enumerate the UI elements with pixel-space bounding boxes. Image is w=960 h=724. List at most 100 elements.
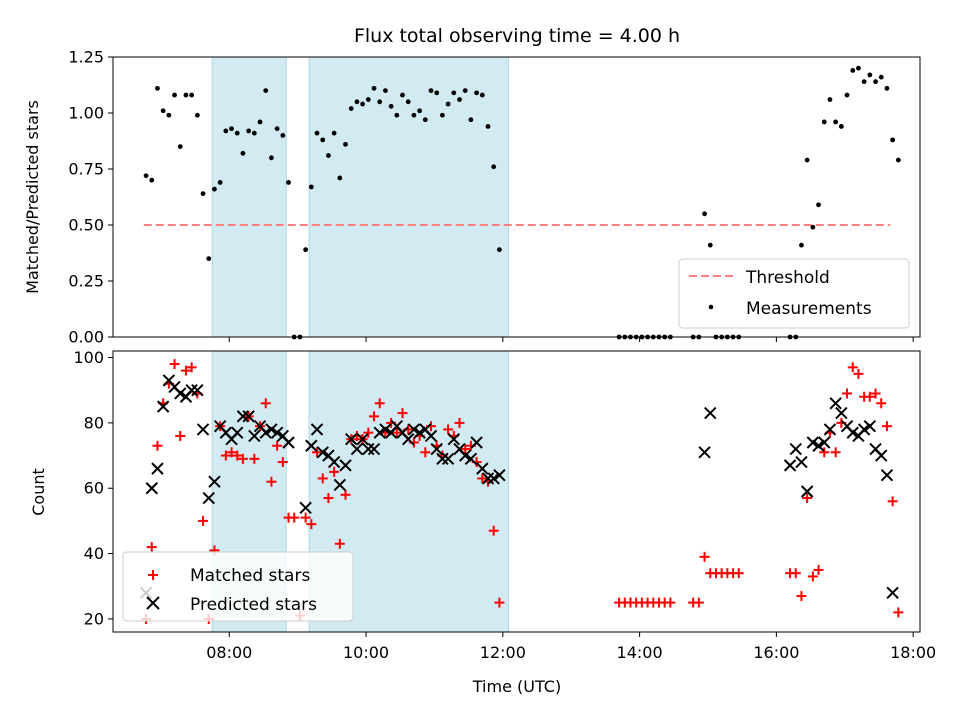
matched-star-marker (289, 512, 300, 523)
predicted-star-marker (886, 586, 899, 599)
measurement-point (468, 117, 474, 123)
matched-star-marker (847, 362, 858, 373)
predicted-star-marker (789, 442, 802, 456)
matched-star-marker (152, 440, 163, 451)
predicted-star-marker (441, 452, 455, 466)
predicted-star-marker (476, 462, 489, 475)
predicted-star-marker (493, 468, 506, 482)
matched-star-marker (180, 365, 191, 376)
predicted-star-marker (402, 433, 415, 446)
y-tick-label: 1.25 (68, 48, 104, 67)
matched-star-marker (699, 551, 710, 562)
measurement-point (485, 124, 491, 129)
predicted-star-marker (812, 439, 825, 452)
matched-star-marker (249, 453, 260, 464)
measurement-point (707, 242, 713, 248)
matched-star-marker (277, 457, 288, 468)
matched-star-marker (317, 473, 328, 484)
matched-star-marker (790, 568, 801, 579)
measurement-point (280, 133, 286, 138)
predicted-star-marker (270, 426, 284, 439)
measurement-point (702, 211, 707, 217)
matched-star-marker (306, 519, 317, 530)
predicted-star-marker (191, 384, 204, 397)
predicted-star-marker (350, 442, 364, 456)
matched-star-marker (733, 568, 744, 579)
matched-star-marker (198, 515, 209, 526)
measurement-point (451, 90, 457, 96)
x-tick-label: 18:00 (890, 643, 936, 662)
measurement-point (400, 92, 405, 98)
matched-star-marker (881, 421, 892, 432)
measurement-point (360, 101, 366, 107)
predicted-star-marker (333, 478, 347, 492)
y-tick-label: 0.00 (68, 328, 104, 347)
predicted-star-marker (880, 468, 894, 482)
predicted-star-marker (481, 472, 495, 485)
legend-matched-label: Matched stars (190, 566, 310, 586)
measurement-point (177, 144, 183, 150)
measurement-point (223, 128, 229, 134)
shaded-interval-0 (211, 56, 287, 338)
measurement-point (263, 88, 269, 93)
measurement-point (308, 184, 314, 190)
measurement-point (251, 130, 257, 136)
measurement-point (474, 90, 480, 96)
predicted-star-marker (339, 459, 352, 472)
predicted-star-marker (447, 433, 461, 446)
matched-star-marker (870, 388, 881, 399)
measurement-point (884, 85, 890, 91)
matched-star-marker (300, 512, 311, 523)
measurement-point (160, 108, 166, 114)
bottom-legend-box (122, 551, 354, 622)
measurement-point (816, 202, 821, 208)
y-tick-label: 20 (84, 609, 104, 628)
matched-star-marker (232, 450, 243, 461)
y-tick-label: 100 (73, 348, 104, 367)
measurement-point (895, 157, 901, 163)
measurement-point (286, 180, 291, 185)
predicted-star-marker (231, 426, 244, 439)
matched-star-marker (420, 447, 431, 458)
measurement-point (234, 130, 240, 136)
measurement-point (445, 101, 451, 107)
matched-star-marker (494, 597, 505, 608)
measurement-point (143, 173, 149, 179)
matched-star-marker (887, 496, 898, 507)
measurement-point (867, 72, 873, 78)
matched-star-marker (272, 440, 283, 451)
measurement-point (257, 119, 263, 125)
matched-star-marker (369, 411, 380, 422)
predicted-star-marker (857, 423, 871, 436)
predicted-star-marker (174, 387, 187, 400)
matched-star-marker (363, 427, 374, 438)
predicted-star-marker (208, 475, 221, 488)
measurement-point (183, 92, 189, 98)
measurement-point (440, 112, 445, 118)
top-legend-box (678, 258, 910, 329)
matched-star-marker (186, 362, 197, 373)
predicted-star-marker (436, 452, 449, 466)
matched-star-marker (893, 607, 904, 618)
predicted-star-marker (470, 436, 483, 449)
predicted-star-marker (356, 433, 369, 446)
predicted-star-marker (305, 439, 318, 452)
measurement-point (799, 242, 804, 248)
top-x-ticks (228, 337, 914, 342)
measurement-point (269, 155, 274, 161)
measurement-point (189, 92, 195, 98)
predicted-star-marker (156, 400, 170, 413)
predicted-star-marker (373, 426, 386, 439)
measurement-point (838, 124, 844, 129)
predicted-star-marker (310, 423, 324, 436)
measurement-point (890, 137, 896, 143)
measurement-point (497, 247, 502, 253)
x-tick-label: 08:00 (206, 643, 252, 662)
measurement-point (217, 180, 223, 185)
matched-star-marker (796, 591, 807, 602)
bottom-legend: Matched stars Predicted stars (122, 551, 354, 622)
matched-star-marker (802, 493, 813, 504)
measurement-point (206, 256, 212, 261)
matched-star-marker (488, 525, 499, 536)
matched-star-marker (146, 542, 157, 553)
